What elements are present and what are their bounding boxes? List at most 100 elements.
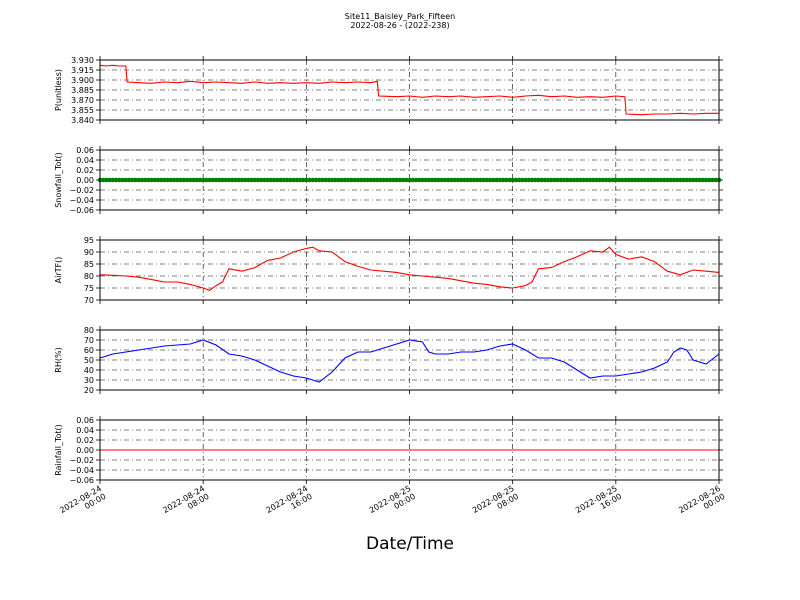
y-tick-label: 30 bbox=[84, 376, 94, 385]
y-tick-label: 40 bbox=[84, 366, 94, 375]
series-line bbox=[99, 339, 720, 383]
data-point bbox=[497, 177, 503, 183]
y-tick-label: 0.06 bbox=[76, 146, 94, 155]
data-point bbox=[455, 177, 461, 183]
data-point bbox=[171, 177, 177, 183]
y-axis-label: Rainfall_Tot() bbox=[54, 424, 63, 476]
data-point bbox=[233, 177, 238, 183]
data-point bbox=[552, 177, 557, 183]
data-point bbox=[549, 177, 554, 183]
y-tick-label: 3.840 bbox=[71, 116, 94, 125]
data-point bbox=[265, 177, 270, 183]
data-point bbox=[197, 177, 203, 183]
data-point bbox=[178, 177, 183, 183]
data-point bbox=[384, 177, 390, 183]
y-tick-label: 0.06 bbox=[76, 416, 94, 425]
data-point bbox=[542, 177, 548, 183]
data-point bbox=[278, 177, 283, 183]
data-point bbox=[626, 177, 632, 183]
data-point bbox=[365, 177, 370, 183]
series-line bbox=[99, 246, 720, 292]
data-point bbox=[162, 177, 167, 183]
data-point bbox=[258, 177, 264, 183]
y-tick-label: 20 bbox=[84, 386, 94, 395]
data-point bbox=[536, 177, 541, 183]
data-point bbox=[146, 177, 151, 183]
data-point bbox=[655, 177, 661, 183]
data-point bbox=[165, 177, 171, 183]
data-point bbox=[275, 177, 280, 183]
data-point bbox=[526, 177, 532, 183]
x-tick-label: 2022-08-2416:00 bbox=[265, 484, 314, 523]
data-point bbox=[648, 177, 654, 183]
data-point bbox=[503, 177, 509, 183]
data-point bbox=[710, 177, 715, 183]
data-point bbox=[452, 177, 457, 183]
data-point bbox=[678, 177, 683, 183]
x-tick-label: 2022-08-2500:00 bbox=[368, 484, 417, 523]
data-point bbox=[516, 177, 522, 183]
data-point bbox=[210, 177, 216, 183]
data-point bbox=[607, 177, 612, 183]
data-point bbox=[681, 177, 686, 183]
data-point bbox=[268, 177, 274, 183]
data-point bbox=[487, 177, 493, 183]
data-point bbox=[158, 177, 164, 183]
data-point bbox=[581, 177, 586, 183]
plot-frame bbox=[99, 149, 720, 211]
data-point bbox=[420, 177, 425, 183]
chart-subtitle: 2022-08-26 - (2022-238) bbox=[350, 21, 450, 30]
data-point bbox=[252, 177, 258, 183]
data-point bbox=[565, 177, 570, 183]
y-tick-label: 0.04 bbox=[76, 426, 94, 435]
data-point bbox=[320, 177, 325, 183]
data-point bbox=[175, 177, 180, 183]
data-point bbox=[694, 177, 699, 183]
data-point bbox=[181, 177, 187, 183]
data-point bbox=[371, 177, 377, 183]
data-point bbox=[500, 177, 506, 183]
data-point bbox=[336, 177, 341, 183]
data-point bbox=[129, 177, 135, 183]
data-point bbox=[281, 177, 287, 183]
y-tick-label: 85 bbox=[84, 260, 94, 269]
data-point bbox=[645, 177, 651, 183]
data-point bbox=[194, 177, 200, 183]
data-point bbox=[246, 177, 251, 183]
plot-frame bbox=[99, 239, 720, 301]
data-point bbox=[690, 177, 696, 183]
data-point bbox=[413, 177, 419, 183]
data-point bbox=[661, 177, 667, 183]
data-point bbox=[494, 177, 499, 183]
data-point bbox=[333, 177, 338, 183]
data-point bbox=[632, 177, 638, 183]
data-point bbox=[513, 177, 519, 183]
data-point bbox=[458, 177, 464, 183]
y-tick-label: 60 bbox=[84, 346, 94, 355]
y-axis-label: P(unitless) bbox=[54, 69, 63, 111]
data-point bbox=[284, 177, 290, 183]
data-point bbox=[410, 177, 416, 183]
y-tick-label: 3.915 bbox=[71, 66, 94, 75]
y-axis-label: Snowfall_Tot() bbox=[54, 152, 63, 208]
y-tick-label: 0.00 bbox=[76, 176, 94, 185]
data-point bbox=[342, 177, 348, 183]
data-point bbox=[465, 177, 470, 183]
y-tick-label: −0.02 bbox=[69, 186, 94, 195]
data-point bbox=[523, 177, 528, 183]
x-tick-label: 2022-08-2508:00 bbox=[471, 484, 520, 523]
data-point bbox=[439, 177, 445, 183]
data-point bbox=[590, 177, 596, 183]
y-tick-label: 0.02 bbox=[76, 436, 94, 445]
data-point bbox=[291, 177, 296, 183]
plot-frame bbox=[99, 329, 720, 391]
data-point bbox=[442, 177, 448, 183]
data-point bbox=[639, 177, 644, 183]
y-tick-label: 0.00 bbox=[76, 446, 94, 455]
data-point bbox=[671, 177, 677, 183]
data-point bbox=[491, 177, 496, 183]
data-point bbox=[358, 177, 364, 183]
y-tick-label: 3.870 bbox=[71, 96, 94, 105]
